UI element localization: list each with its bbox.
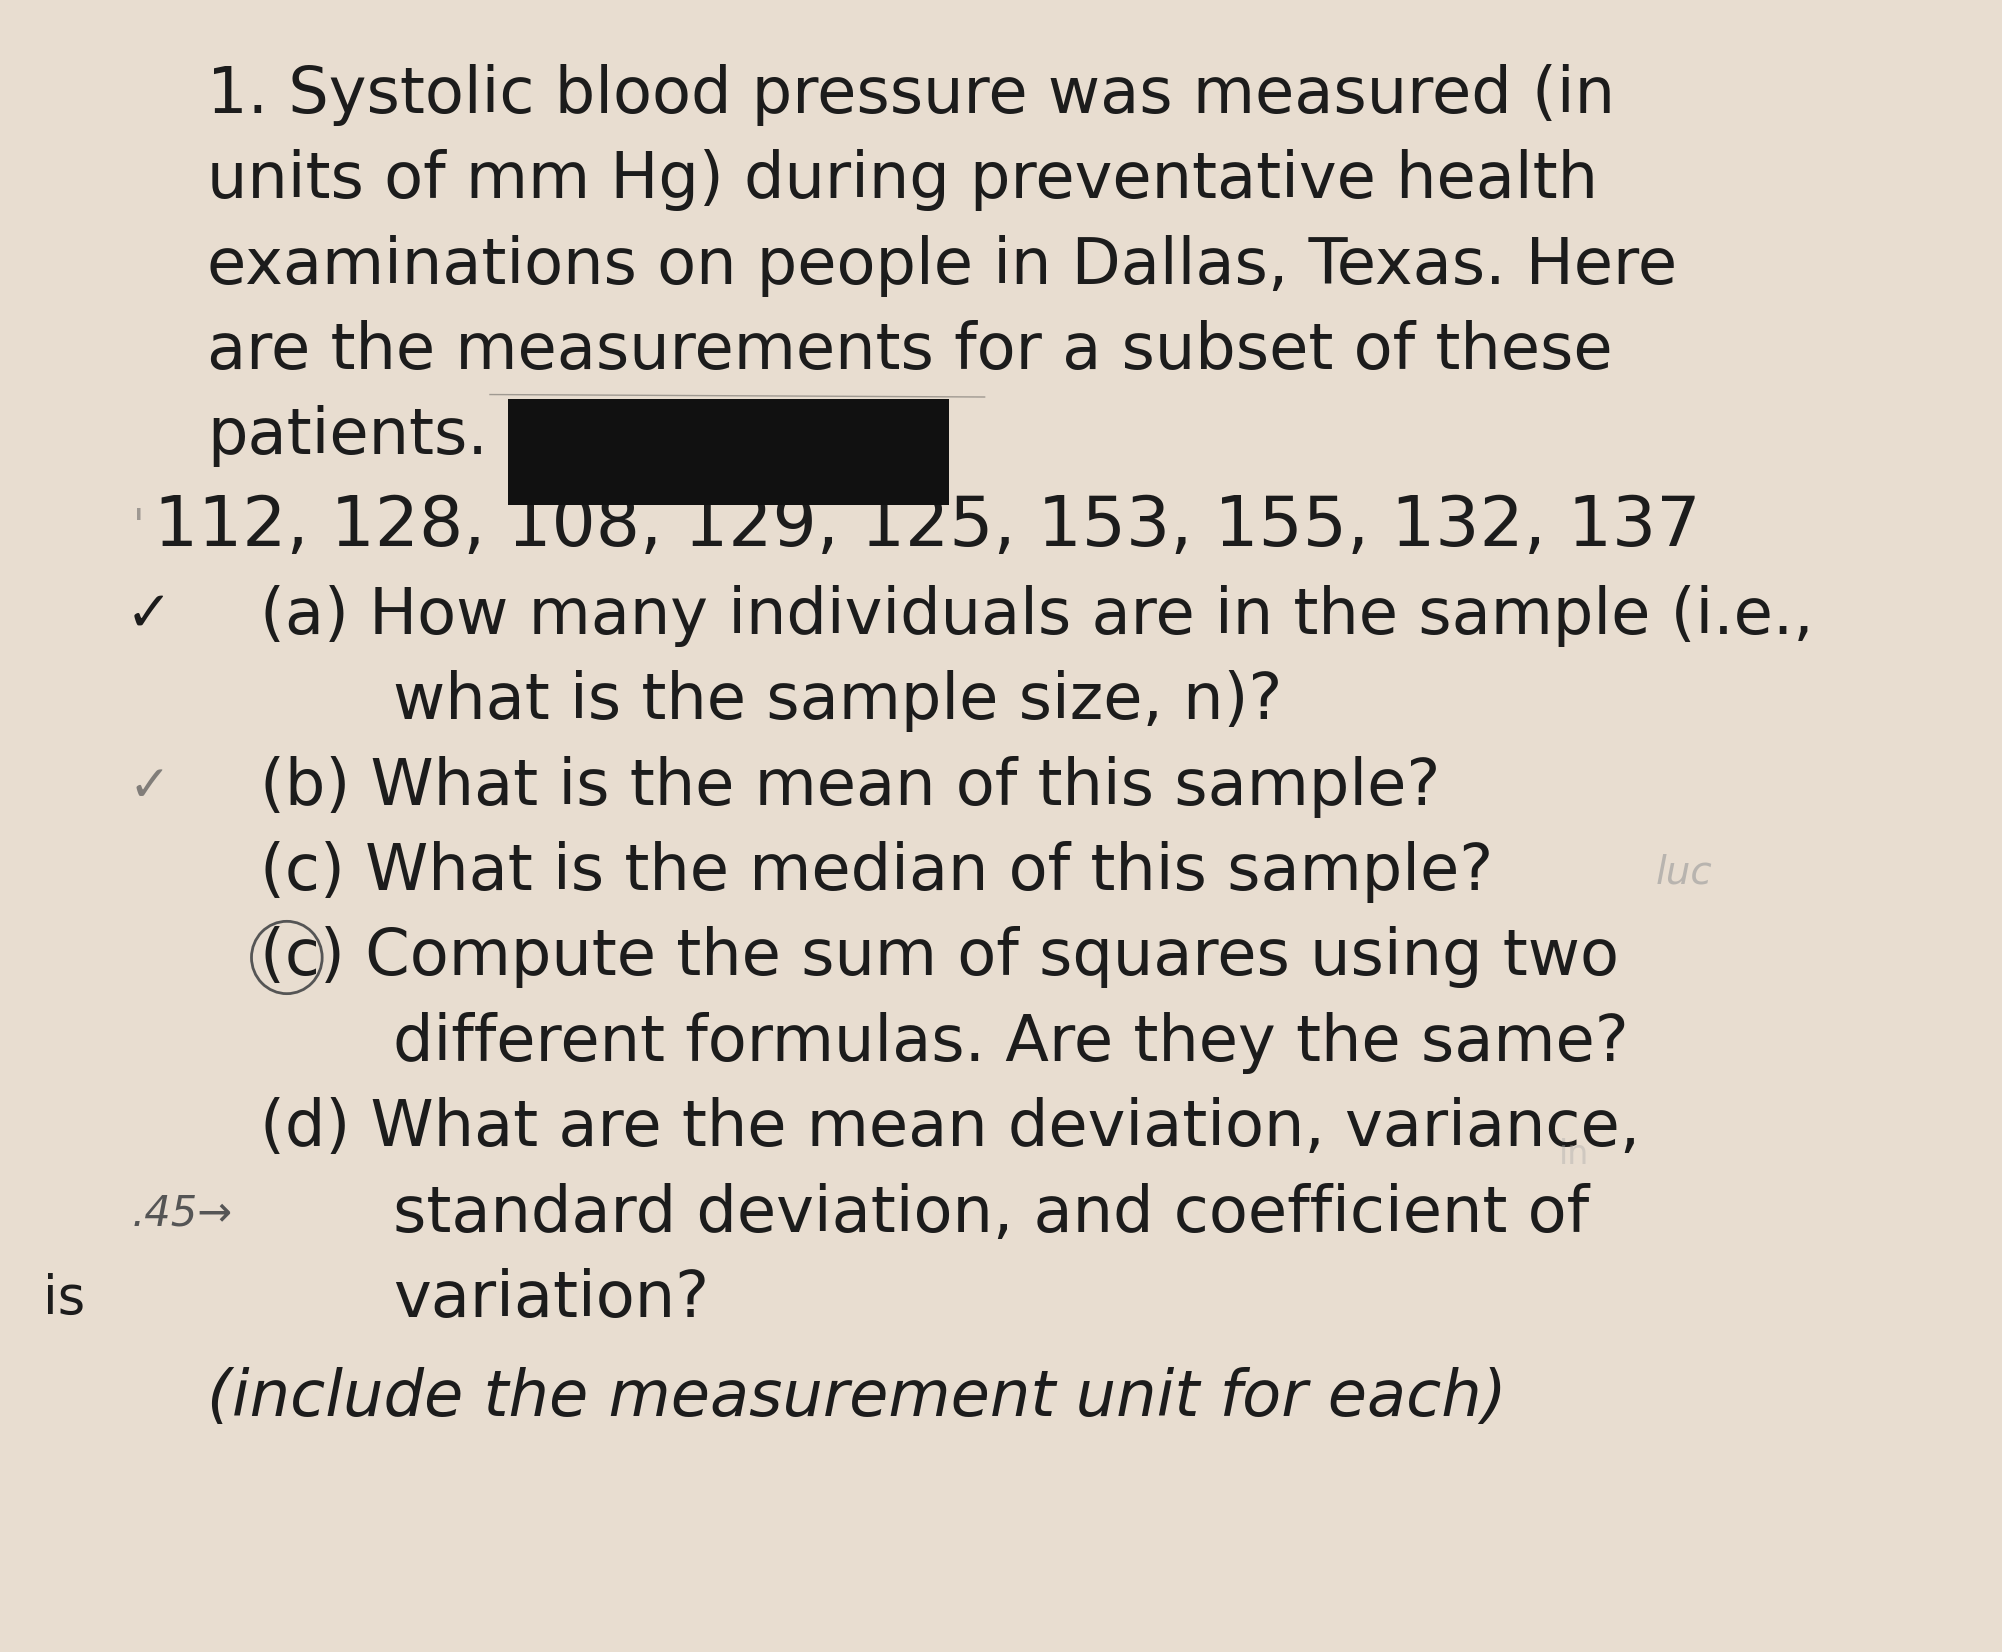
Text: (c) Compute the sum of squares using two: (c) Compute the sum of squares using two <box>260 927 1620 988</box>
Text: .45→: .45→ <box>132 1193 232 1236</box>
Bar <box>509 398 949 506</box>
Text: (include the measurement unit for each): (include the measurement unit for each) <box>208 1366 1508 1429</box>
Text: standard deviation, and coefficient of: standard deviation, and coefficient of <box>392 1183 1590 1246</box>
Text: ': ' <box>132 506 144 548</box>
Text: ✓: ✓ <box>126 588 172 643</box>
Text: patients.: patients. <box>208 405 488 468</box>
Text: variation?: variation? <box>392 1269 709 1330</box>
Text: what is the sample size, n)?: what is the sample size, n)? <box>392 671 1281 732</box>
Text: (a) How many individuals are in the sample (i.e.,: (a) How many individuals are in the samp… <box>260 585 1814 646</box>
Text: in: in <box>1560 1138 1590 1171</box>
Text: luc: luc <box>1656 852 1712 890</box>
Text: 112, 128, 108, 129, 125, 153, 155, 132, 137: 112, 128, 108, 129, 125, 153, 155, 132, … <box>154 494 1702 560</box>
Text: examinations on people in Dallas, Texas. Here: examinations on people in Dallas, Texas.… <box>208 235 1678 296</box>
Text: is: is <box>42 1274 86 1325</box>
Text: ✓: ✓ <box>128 763 170 811</box>
Text: units of mm Hg) during preventative health: units of mm Hg) during preventative heal… <box>208 149 1598 211</box>
Text: different formulas. Are they the same?: different formulas. Are they the same? <box>392 1013 1628 1074</box>
Text: (d) What are the mean deviation, variance,: (d) What are the mean deviation, varianc… <box>260 1097 1640 1160</box>
Text: (b) What is the mean of this sample?: (b) What is the mean of this sample? <box>260 755 1441 818</box>
Text: (c) What is the median of this sample?: (c) What is the median of this sample? <box>260 841 1493 904</box>
Text: are the measurements for a subset of these: are the measurements for a subset of the… <box>208 320 1614 382</box>
Text: 1. Systolic blood pressure was measured (in: 1. Systolic blood pressure was measured … <box>208 63 1616 126</box>
Bar <box>525 398 791 439</box>
